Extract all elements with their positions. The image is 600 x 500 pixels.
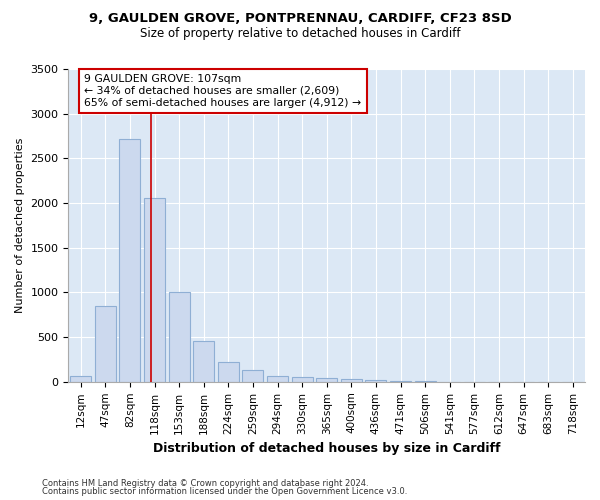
Bar	[70, 376, 91, 382]
Bar	[242, 370, 263, 382]
Text: 9 GAULDEN GROVE: 107sqm
← 34% of detached houses are smaller (2,609)
65% of semi: 9 GAULDEN GROVE: 107sqm ← 34% of detache…	[85, 74, 362, 108]
Bar	[365, 380, 386, 382]
Text: 9, GAULDEN GROVE, PONTPRENNAU, CARDIFF, CF23 8SD: 9, GAULDEN GROVE, PONTPRENNAU, CARDIFF, …	[89, 12, 511, 26]
Bar	[119, 138, 140, 382]
Bar	[316, 378, 337, 382]
Bar	[341, 379, 362, 382]
Bar	[95, 306, 116, 382]
Text: Contains HM Land Registry data © Crown copyright and database right 2024.: Contains HM Land Registry data © Crown c…	[42, 478, 368, 488]
Text: Contains public sector information licensed under the Open Government Licence v3: Contains public sector information licen…	[42, 487, 407, 496]
Bar	[169, 292, 190, 382]
Bar	[292, 378, 313, 382]
Y-axis label: Number of detached properties: Number of detached properties	[15, 138, 25, 313]
Bar	[267, 376, 288, 382]
X-axis label: Distribution of detached houses by size in Cardiff: Distribution of detached houses by size …	[153, 442, 500, 455]
Bar	[218, 362, 239, 382]
Text: Size of property relative to detached houses in Cardiff: Size of property relative to detached ho…	[140, 28, 460, 40]
Bar	[193, 341, 214, 382]
Bar	[390, 381, 411, 382]
Bar	[144, 198, 165, 382]
